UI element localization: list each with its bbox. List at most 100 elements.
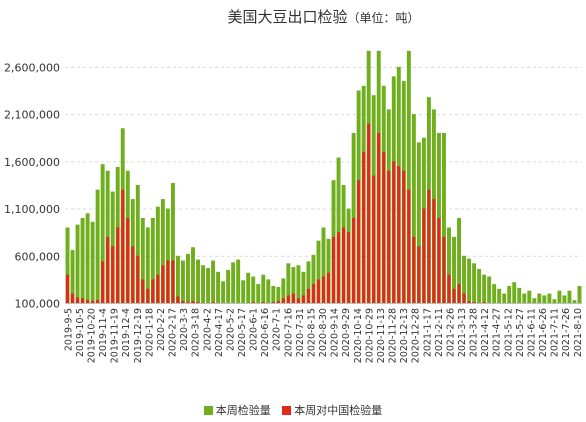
bar-total-inspections — [145, 227, 150, 303]
x-tick-label: 2020-8-15 — [306, 308, 317, 357]
bar-china-inspections — [121, 189, 125, 303]
bar-china-inspections — [402, 170, 406, 303]
bar-total-inspections — [462, 255, 467, 303]
bar-china-inspections — [70, 293, 75, 303]
y-tick-label: 2,600,000 — [4, 61, 60, 74]
bar-china-inspections — [382, 151, 386, 303]
bar-china-inspections — [106, 236, 110, 303]
bar-total-inspections — [562, 295, 567, 303]
bar-china-inspections — [146, 288, 150, 303]
bar-china-inspections — [326, 272, 331, 303]
x-tick-label: 2019-11-19 — [110, 308, 121, 363]
bar-china-inspections — [452, 288, 456, 303]
bar-total-inspections — [301, 271, 306, 303]
x-tick-label: 2020-2-2 — [156, 308, 167, 351]
bar-total-inspections — [291, 267, 296, 303]
bar-china-inspections — [387, 170, 391, 303]
bar-china-inspections — [342, 227, 346, 303]
x-tick-label: 2020-12-28 — [411, 308, 422, 363]
bar-china-inspections — [377, 133, 381, 303]
bar-china-inspections — [331, 236, 336, 303]
legend-item-china[interactable]: 本周对中国检验量 — [282, 402, 382, 418]
bar-total-inspections — [140, 218, 145, 303]
x-tick-label: 2020-10-14 — [353, 308, 364, 363]
bar-total-inspections — [65, 227, 70, 303]
bar-total-inspections — [452, 236, 456, 303]
bar-china-inspections — [447, 274, 451, 303]
bar-china-inspections — [407, 189, 411, 303]
y-tick-label: 2,100,000 — [4, 109, 60, 122]
bar-china-inspections — [101, 261, 105, 303]
bar-china-inspections — [96, 300, 100, 303]
x-tick-label: 2020-3-3 — [179, 308, 190, 351]
x-tick-label: 2020-7-1 — [272, 308, 283, 351]
bar-total-inspections — [482, 274, 487, 303]
bar-total-inspections — [467, 258, 472, 303]
bar-total-inspections — [181, 260, 185, 303]
legend-label-total: 本周检验量 — [215, 404, 271, 417]
y-tick-label: 100,000 — [15, 298, 61, 311]
bar-total-inspections — [411, 114, 416, 303]
x-tick-label: 2021-3-13 — [457, 308, 468, 357]
bar-china-inspections — [131, 246, 135, 303]
bar-china-inspections — [166, 260, 170, 303]
x-tick-label: 2020-11-13 — [376, 308, 387, 363]
bar-china-inspections — [432, 199, 436, 303]
bar-china-inspections — [372, 175, 376, 303]
bar-china-inspections — [65, 274, 70, 303]
bar-china-inspections — [467, 301, 471, 303]
bar-total-inspections — [135, 184, 140, 303]
x-tick-label: 2020-7-31 — [295, 308, 306, 357]
x-tick-label: 2021-6-26 — [538, 308, 549, 357]
bar-china-inspections — [156, 274, 160, 303]
bar-total-inspections — [316, 240, 321, 303]
bar-total-inspections — [95, 189, 100, 303]
bar-china-inspections — [176, 296, 180, 303]
x-tick-label: 2021-5-12 — [503, 308, 514, 357]
x-tick-label: 2019-10-20 — [86, 308, 97, 363]
bar-china-inspections — [397, 166, 401, 303]
x-tick-label: 2020-10-29 — [364, 308, 375, 363]
x-tick-label: 2020-4-2 — [202, 308, 213, 351]
bar-total-inspections — [472, 263, 477, 303]
bar-total-inspections — [447, 227, 451, 303]
x-tick-label: 2021-2-11 — [434, 308, 445, 357]
bar-china-inspections — [352, 218, 356, 303]
bar-total-inspections — [487, 276, 492, 303]
bar-china-inspections — [367, 123, 371, 303]
bar-china-inspections — [362, 151, 366, 303]
bar-total-inspections — [532, 298, 537, 303]
bar-china-inspections — [286, 295, 290, 303]
bar-total-inspections — [492, 284, 497, 303]
x-tick-label: 2020-5-17 — [237, 308, 248, 357]
bar-total-inspections — [567, 290, 572, 303]
bar-total-inspections — [281, 278, 286, 303]
bar-china-inspections — [111, 246, 115, 303]
bar-china-inspections — [136, 255, 140, 303]
x-tick-label: 2021-6-11 — [526, 308, 537, 357]
bar-china-inspections — [211, 302, 215, 303]
x-tick-label: 2020-8-30 — [318, 308, 329, 357]
bar-total-inspections — [211, 260, 216, 303]
legend-item-total[interactable]: 本周检验量 — [203, 402, 271, 418]
x-tick-label: 2020-4-17 — [214, 308, 225, 357]
x-tick-label: 2020-5-2 — [225, 308, 236, 351]
chart-unit: （单位：吨） — [347, 11, 420, 25]
bar-total-inspections — [100, 164, 105, 303]
bar-china-inspections — [417, 246, 421, 303]
y-tick-label: 1,100,000 — [4, 203, 60, 216]
legend: 本周检验量 本周对中国检验量 — [0, 402, 586, 418]
bar-total-inspections — [477, 269, 482, 303]
bar-total-inspections — [186, 253, 190, 303]
chart-title: 美国大豆出口检验（单位：吨） — [65, 6, 582, 27]
bar-total-inspections — [160, 199, 165, 303]
bar-total-inspections — [251, 276, 256, 303]
bar-total-inspections — [457, 218, 461, 303]
x-tick-label: 2020-1-18 — [144, 308, 155, 357]
x-tick-label: 2021-5-27 — [515, 308, 526, 357]
bar-total-inspections — [206, 268, 211, 303]
bar-total-inspections — [527, 290, 532, 303]
bar-total-inspections — [542, 295, 547, 303]
legend-label-china: 本周对中国检验量 — [294, 404, 383, 417]
bar-china-inspections — [181, 301, 185, 303]
